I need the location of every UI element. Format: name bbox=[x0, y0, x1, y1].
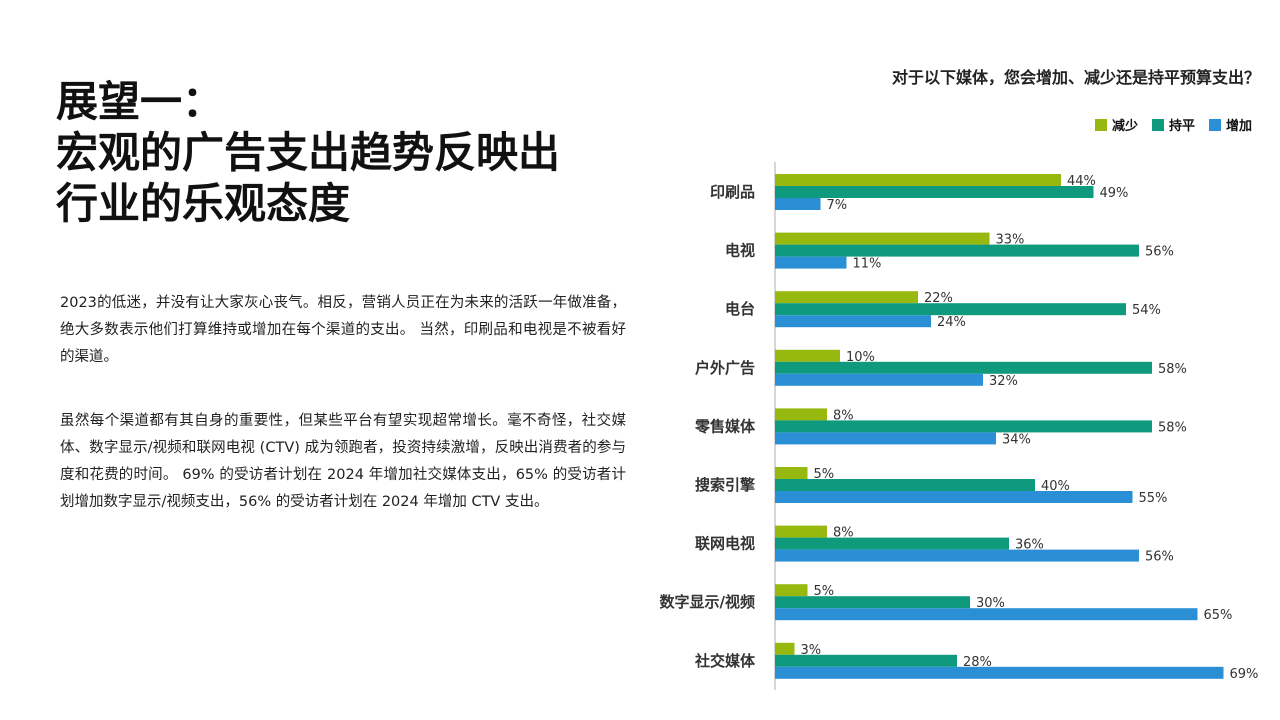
legend-item-decrease: 减少 bbox=[1094, 115, 1138, 134]
bar-increase bbox=[775, 549, 1139, 562]
bar-decrease bbox=[775, 349, 840, 362]
data-label: 56% bbox=[1145, 245, 1174, 260]
bar-increase bbox=[775, 666, 1224, 679]
data-label: 3% bbox=[801, 643, 822, 658]
legend-swatch-increase bbox=[1208, 118, 1221, 131]
bar-flat bbox=[775, 479, 1035, 491]
bar-decrease bbox=[775, 174, 1061, 186]
bar-flat bbox=[775, 361, 1152, 374]
bar-increase bbox=[775, 315, 931, 328]
bar-flat bbox=[775, 596, 970, 609]
data-label: 28% bbox=[963, 655, 992, 670]
legend-swatch-flat bbox=[1151, 118, 1164, 131]
bar-flat bbox=[775, 186, 1094, 198]
page-title-line2: 宏观的广告支出趋势反映出 bbox=[56, 128, 561, 177]
data-label: 36% bbox=[1015, 538, 1044, 553]
data-label: 69% bbox=[1230, 667, 1259, 682]
category-label: 印刷品 bbox=[710, 183, 755, 201]
body-paragraph-1: 2023的低迷，并没有让大家灰心丧气。相反，营销人员正在为未来的活跃一年做准备，… bbox=[60, 295, 626, 365]
data-label: 24% bbox=[937, 315, 966, 330]
data-label: 22% bbox=[924, 291, 953, 306]
category-label: 社交媒体 bbox=[694, 652, 756, 670]
bar-decrease bbox=[775, 467, 808, 479]
chart-title: 对于以下媒体，您会增加、减少还是持平预算支出？ bbox=[891, 68, 1260, 87]
page-title-line1: 展望一： bbox=[56, 77, 225, 126]
category-label: 零售媒体 bbox=[694, 417, 756, 435]
bar-increase bbox=[775, 373, 983, 386]
category-label: 电视 bbox=[725, 242, 755, 260]
data-label: 5% bbox=[814, 584, 835, 599]
data-label: 44% bbox=[1067, 174, 1096, 189]
data-label: 58% bbox=[1158, 362, 1187, 377]
data-label: 8% bbox=[833, 526, 854, 541]
category-label: 搜索引擎 bbox=[695, 476, 755, 494]
data-label: 5% bbox=[814, 467, 835, 482]
category-label: 电台 bbox=[725, 300, 755, 318]
data-label: 65% bbox=[1204, 608, 1233, 623]
data-label: 8% bbox=[833, 408, 854, 423]
data-label: 11% bbox=[853, 257, 882, 272]
chart-legend: 减少 持平 增加 bbox=[1094, 115, 1252, 134]
legend-label-decrease: 减少 bbox=[1111, 119, 1138, 134]
bar-flat bbox=[775, 303, 1126, 316]
data-label: 10% bbox=[846, 350, 875, 365]
legend-item-flat: 持平 bbox=[1151, 115, 1195, 134]
category-label: 数字显示/视频 bbox=[660, 593, 755, 611]
bar-decrease bbox=[775, 291, 918, 304]
data-label: 34% bbox=[1002, 432, 1031, 447]
bar-increase bbox=[775, 256, 847, 269]
legend-swatch-decrease bbox=[1094, 118, 1107, 131]
bar-decrease bbox=[775, 408, 827, 421]
bar-decrease bbox=[775, 232, 990, 245]
legend-label-increase: 增加 bbox=[1225, 119, 1252, 134]
data-label: 58% bbox=[1158, 420, 1187, 435]
legend-label-flat: 持平 bbox=[1168, 119, 1195, 134]
legend-item-increase: 增加 bbox=[1208, 115, 1252, 134]
category-label: 联网电视 bbox=[695, 535, 755, 553]
bar-decrease bbox=[775, 642, 795, 655]
bar-flat bbox=[775, 244, 1139, 257]
category-label: 户外广告 bbox=[695, 359, 755, 377]
page-title: 展望一： 宏观的广告支出趋势反映出 行业的乐观态度 bbox=[56, 76, 656, 229]
bar-decrease bbox=[775, 584, 808, 597]
bar-increase bbox=[775, 198, 821, 210]
bar-flat bbox=[775, 537, 1009, 550]
bar-flat bbox=[775, 420, 1152, 433]
data-label: 33% bbox=[996, 233, 1025, 248]
data-label: 56% bbox=[1145, 550, 1174, 565]
data-label: 7% bbox=[827, 198, 848, 213]
bar-increase bbox=[775, 491, 1133, 503]
bar-increase bbox=[775, 432, 996, 445]
data-label: 49% bbox=[1100, 186, 1129, 201]
bar-increase bbox=[775, 608, 1198, 621]
data-label: 30% bbox=[976, 596, 1005, 611]
data-label: 54% bbox=[1132, 303, 1161, 318]
data-label: 40% bbox=[1041, 479, 1070, 494]
page-title-line3: 行业的乐观态度 bbox=[56, 179, 351, 228]
data-label: 32% bbox=[989, 374, 1018, 389]
data-label: 55% bbox=[1139, 491, 1168, 506]
bar-decrease bbox=[775, 525, 827, 538]
bar-flat bbox=[775, 654, 957, 667]
body-paragraph-2: 虽然每个渠道都有其自身的重要性，但某些平台有望实现超常增长。毫不奇怪，社交媒体、… bbox=[60, 413, 626, 510]
